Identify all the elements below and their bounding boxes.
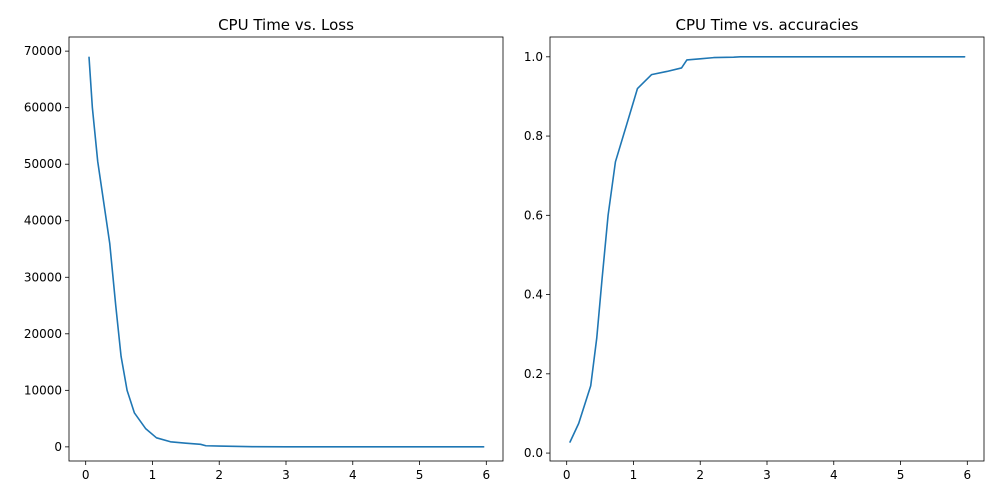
loss-y-tick-label: 30000 — [24, 270, 62, 284]
accuracy-chart-title: CPU Time vs. accuracies — [676, 16, 859, 34]
loss-x-tick-label: 6 — [482, 468, 490, 482]
loss-ticks: 0 1 2 3 4 5 6 0 10000 20000 30000 40000 50000 60000 70… — [24, 44, 490, 482]
accuracy-y-tick-label: 1.0 — [524, 50, 543, 64]
loss-chart-title: CPU Time vs. Loss — [218, 16, 354, 34]
loss-x-tick-label: 2 — [215, 468, 223, 482]
accuracy-x-tick-label: 3 — [763, 468, 771, 482]
accuracy-series-line — [569, 56, 966, 443]
loss-series-line — [88, 56, 485, 448]
accuracy-x-tick-label: 1 — [630, 468, 638, 482]
accuracy-y-tick-label: 0.2 — [524, 367, 543, 381]
accuracy-x-tick-label: 4 — [830, 468, 838, 482]
accuracy-x-tick-label: 0 — [563, 468, 571, 482]
loss-x-tick-label: 5 — [416, 468, 424, 482]
accuracy-x-tick-label: 2 — [696, 468, 704, 482]
loss-y-tick-label: 20000 — [24, 327, 62, 341]
loss-y-tick-label: 40000 — [24, 214, 62, 228]
loss-x-tick-label: 3 — [282, 468, 290, 482]
loss-y-tick-label: 60000 — [24, 101, 62, 115]
accuracy-x-tick-label: 6 — [963, 468, 971, 482]
accuracy-ticks: 0 1 2 3 4 5 6 0.0 0.2 0.4 0.6 0.8 1.0 — [524, 50, 971, 482]
loss-y-tick-label: 0 — [54, 440, 62, 454]
accuracy-panel: CPU Time vs. accuracies 0 1 2 3 4 5 6 0.0 0.2 0.4… — [524, 16, 985, 482]
accuracy-y-tick-label: 0.6 — [524, 208, 543, 222]
loss-y-tick-label: 50000 — [24, 157, 62, 171]
accuracy-x-tick-label: 5 — [897, 468, 905, 482]
accuracy-y-tick-label: 0.0 — [524, 446, 543, 460]
loss-panel: CPU Time vs. Loss 0 1 2 3 4 5 6 0 10000 20000 3000… — [24, 16, 504, 482]
accuracy-y-tick-label: 0.8 — [524, 129, 543, 143]
accuracy-y-tick-label: 0.4 — [524, 288, 543, 302]
loss-y-tick-label: 10000 — [24, 383, 62, 397]
loss-x-tick-label: 4 — [349, 468, 357, 482]
loss-y-tick-label: 70000 — [24, 44, 62, 58]
loss-x-tick-label: 0 — [82, 468, 90, 482]
loss-x-tick-label: 1 — [149, 468, 157, 482]
